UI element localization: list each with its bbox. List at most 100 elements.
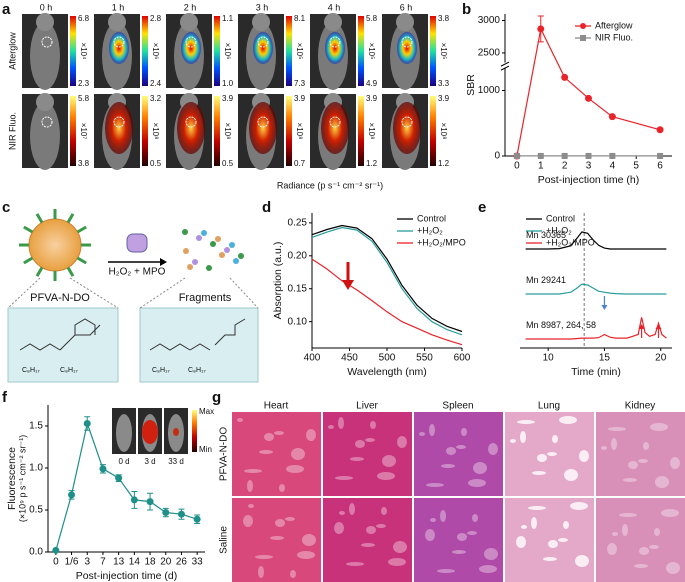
- fragment: [192, 259, 198, 265]
- spike: [23, 225, 34, 234]
- column-label: 2 h: [184, 2, 197, 12]
- tissue-detail: [479, 565, 497, 573]
- tissue-detail: [446, 447, 456, 455]
- tissue-detail: [608, 427, 626, 431]
- tissue-detail: [270, 536, 284, 540]
- inset-signal: [142, 420, 158, 444]
- y-tick-label: 0.5: [29, 505, 43, 516]
- colorbar-exponent: ×10⁶: [223, 43, 232, 60]
- legend-label: Control: [546, 213, 575, 223]
- point: [177, 510, 185, 518]
- peak-arrow-head: [601, 305, 608, 310]
- row-label: Saline: [219, 526, 230, 554]
- mouse-head: [324, 13, 342, 31]
- peak-arrow-head: [638, 324, 645, 329]
- zoom-lines: [7, 277, 259, 309]
- tissue-detail: [467, 531, 477, 535]
- x-tick-label: 0: [514, 161, 520, 172]
- tissue-detail: [628, 461, 638, 469]
- tissue-detail: [419, 432, 425, 436]
- colorbar-max: 5.8: [366, 14, 378, 23]
- tissue-detail: [601, 446, 607, 450]
- alkyl-label: C₈H₁₇: [152, 367, 170, 374]
- inset-mouse: [116, 414, 132, 452]
- colorbar-min: 2.3: [78, 79, 90, 88]
- colorbar-exponent: ×10⁸: [151, 123, 160, 140]
- tumor-outline: [401, 116, 413, 128]
- column-label: 0 h: [40, 2, 53, 12]
- y-tick-label: 2500: [478, 48, 501, 59]
- tissue-detail: [558, 538, 568, 542]
- point: [193, 515, 201, 523]
- line-series: [311, 226, 463, 336]
- colorbar-exponent: ×10⁸: [295, 123, 304, 140]
- column-label: 6 h: [400, 2, 413, 12]
- point: [130, 496, 138, 504]
- line-series: [525, 283, 667, 295]
- x-tick-label: 26: [176, 557, 188, 568]
- point: [657, 152, 664, 159]
- tissue-detail: [274, 431, 284, 435]
- column-label: Kidney: [625, 401, 656, 412]
- tumor-outline: [185, 36, 197, 48]
- panel-letter: c: [2, 199, 10, 216]
- tissue-detail: [334, 522, 344, 534]
- inset-day: 33 d: [168, 457, 184, 466]
- colorbar: [142, 96, 148, 166]
- point: [585, 94, 592, 102]
- x-tick-label: 5: [633, 161, 639, 172]
- x-tick-label: 600: [454, 353, 471, 364]
- colorbar-max: 3.9: [438, 94, 450, 103]
- tissue-detail: [622, 524, 628, 536]
- colorbar-min: 3.3: [438, 79, 450, 88]
- tissue-detail: [247, 480, 253, 492]
- tissue-image: [414, 412, 503, 496]
- tissue-detail: [564, 469, 578, 481]
- x-axis-label: Post-injection time (h): [538, 174, 640, 186]
- point: [561, 73, 569, 81]
- x-tick-label: 3: [586, 161, 592, 172]
- colorbar-exponent: ×10⁴: [79, 42, 88, 60]
- legend-label: Afterglow: [595, 20, 633, 30]
- alkyl-label: C₈H₁₇: [22, 367, 40, 374]
- reagent: H₂O₂ + MPO: [109, 267, 166, 278]
- fragment: [224, 247, 230, 253]
- x-tick-label: 2: [562, 161, 568, 172]
- point: [537, 25, 545, 33]
- tissue-detail: [441, 464, 455, 468]
- fragment: [182, 229, 188, 235]
- tissue-detail: [425, 529, 435, 541]
- x-tick-label: 18: [144, 557, 156, 568]
- mouse-head: [108, 13, 126, 31]
- tissue-detail: [279, 484, 285, 492]
- colorbar-max: 8.1: [294, 14, 306, 23]
- fragment: [215, 236, 221, 242]
- tissue-detail: [650, 423, 668, 431]
- y-tick-label: 0.25: [288, 218, 308, 229]
- point: [99, 465, 107, 473]
- colorbar: [358, 16, 364, 86]
- structure: [19, 318, 101, 351]
- y-axis-label: Absorption (a.u.): [272, 242, 284, 320]
- tissue-detail: [366, 526, 376, 534]
- inset-min: Min: [199, 445, 212, 454]
- tissue-detail: [437, 569, 455, 573]
- colorbar-min: 7.3: [294, 79, 306, 88]
- legend-label: +H₂O₂: [546, 225, 572, 235]
- column-label: 3 h: [256, 2, 269, 12]
- tissue-detail: [243, 515, 253, 527]
- colorbar: [286, 16, 292, 86]
- colorbar-max: 3.9: [222, 94, 234, 103]
- x-tick-label: 3: [84, 557, 90, 568]
- point: [83, 419, 91, 427]
- colorbar-min: 0.7: [294, 159, 306, 168]
- spike: [76, 225, 87, 234]
- y-tick-label: 0.0: [29, 547, 43, 558]
- tissue-detail: [237, 418, 243, 422]
- tissue-detail: [516, 536, 526, 548]
- tissue-detail: [397, 436, 407, 448]
- colorbar-min: 4.9: [366, 79, 378, 88]
- legend-label: NIR Fluo.: [595, 32, 633, 42]
- legend-label: +H₂O₂: [417, 225, 443, 235]
- column-label: 4 h: [328, 2, 341, 12]
